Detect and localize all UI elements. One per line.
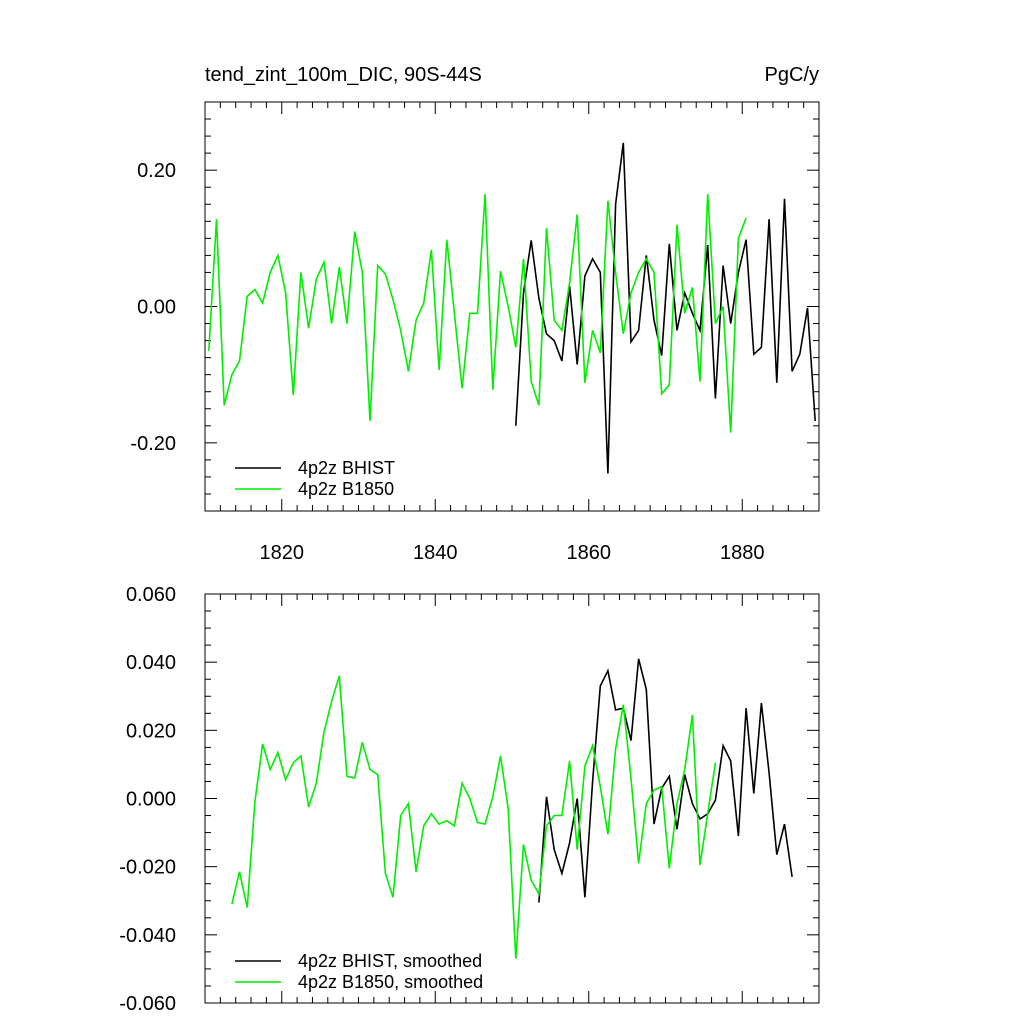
x-tick-label: 1820 <box>260 542 305 564</box>
legend-label: 4p2z B1850 <box>298 479 394 499</box>
bottom-panel: -0.060 -0.040 -0.020 0.000 0.020 0.040 0.060 4p… <box>119 584 820 1015</box>
y-tick-label: -0.20 <box>130 433 176 455</box>
y-tick-label: 0.20 <box>137 160 176 182</box>
top-panel: -0.20 0.00 0.20 1820 1840 1860 1880 tend_zint_1… <box>130 64 820 564</box>
chart-title: tend_zint_100m_DIC, 90S-44S <box>205 64 482 86</box>
plot-frame <box>204 593 820 1004</box>
chart-units: PgC/y <box>765 64 819 86</box>
x-tick-label: 1840 <box>413 542 458 564</box>
y-tick-label: 0.040 <box>126 652 176 674</box>
x-tick-label: 1880 <box>720 542 765 564</box>
legend-label: 4p2z B1850, smoothed <box>298 972 483 992</box>
plot-frame <box>204 101 820 512</box>
series-line-b1850 <box>231 675 717 959</box>
y-tick-label: -0.020 <box>119 857 176 879</box>
y-tick-label: 0.060 <box>126 584 176 606</box>
y-tick-label: 0.00 <box>137 297 176 319</box>
series-line-bhist <box>515 142 816 474</box>
y-tick-label: 0.000 <box>126 789 176 811</box>
series-line-bhist <box>538 658 793 903</box>
legend-label: 4p2z BHIST, smoothed <box>298 951 482 971</box>
x-tick-label: 1860 <box>567 542 612 564</box>
legend-label: 4p2z BHIST <box>298 458 395 478</box>
series-line-b1850 <box>208 193 747 433</box>
y-tick-label: -0.060 <box>119 993 176 1015</box>
y-tick-label: 0.020 <box>126 720 176 742</box>
y-tick-label: -0.040 <box>119 925 176 947</box>
